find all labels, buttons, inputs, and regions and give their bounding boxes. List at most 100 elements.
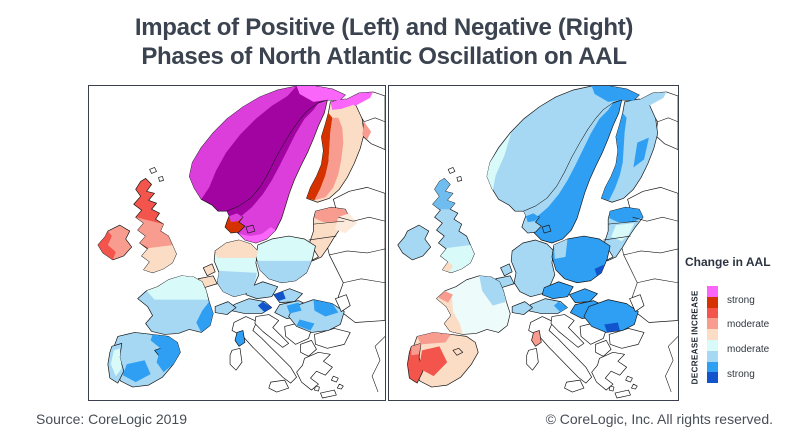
right-patch-ukSW (442, 261, 454, 272)
right-region-bulgaria (608, 328, 645, 349)
legend-label-strong-increase: strong (727, 295, 755, 306)
left-patch-romaniaNE (313, 299, 339, 317)
left-region-netherlands (202, 263, 216, 277)
left-region-switzerland (214, 301, 237, 315)
legend-body: INCREASE DECREASE strong moderate modera… (685, 286, 805, 386)
left-patch-polandSouth (256, 260, 312, 283)
map-panel-positive-phase (88, 85, 386, 401)
left-region-corsica (234, 330, 246, 347)
chart-title-line1: Impact of Positive (Left) and Negative (… (134, 14, 634, 41)
right-border-line-0 (608, 220, 639, 225)
left-patch-russiaNPink (345, 91, 374, 106)
right-patch-norwayTop (591, 86, 640, 102)
right-patch-finlandWest (601, 112, 627, 201)
left-border-line-6 (371, 336, 385, 393)
right-patch-estonia (609, 207, 644, 223)
left-region-sardinia (229, 347, 243, 371)
left-patch-finlandMid (314, 117, 344, 201)
right-border-line-1 (603, 235, 631, 241)
legend-swatch-6 (707, 350, 718, 362)
left-region-albania (300, 340, 317, 357)
right-region-italy (528, 316, 593, 384)
right-border-line-4 (637, 278, 678, 284)
left-patch-ukSouth (141, 244, 177, 273)
right-patch-swedenWest (523, 102, 614, 223)
legend-swatch-7 (707, 361, 718, 373)
right-region-slovakia (569, 288, 598, 303)
left-patch-spainSouth (122, 360, 151, 383)
right-patch-franceBrittany (438, 290, 454, 303)
chart-title: Impact of Positive (Left) and Negative (… (78, 13, 690, 71)
right-region-shetland (447, 167, 463, 182)
left-region-crete (320, 389, 337, 399)
right-patch-ukScotland (432, 178, 455, 210)
legend-swatch-8 (707, 372, 718, 384)
left-patch-franceSE (196, 301, 214, 333)
right-border-line-2 (632, 216, 678, 222)
right-region-denmark2 (541, 224, 552, 234)
left-patch-finlandTop (330, 98, 354, 110)
right-patch-franceWest (436, 290, 463, 335)
right-patch-romaniaSdark (604, 322, 620, 333)
left-patch-norwayTop (296, 86, 346, 102)
left-region-greece (296, 351, 333, 391)
legend-swatch-0 (707, 286, 718, 297)
left-patch-swedenSouth (238, 227, 276, 243)
right-patch-spainNorthSalmon (417, 332, 452, 345)
right-border-line-6 (665, 336, 678, 393)
legend-swatch-3 (707, 318, 718, 330)
legend-swatch-5 (707, 339, 718, 351)
right-region-sloveniaCroatia (550, 314, 585, 348)
right-patch-finlandEast (633, 137, 649, 168)
right-region-czech (541, 281, 574, 299)
left-region-sloveniaCroatia (254, 314, 289, 348)
left-patch-russiaNSalmon (361, 121, 372, 140)
left-patch-finlandWest (306, 112, 333, 201)
legend-swatch-4 (707, 329, 718, 340)
right-region-ireland (397, 224, 432, 261)
legend-decrease-axis-label: DECREASE (690, 336, 700, 385)
right-europe-map (397, 86, 678, 399)
right-region-netherlands (500, 263, 513, 277)
right-region-albania (595, 340, 612, 357)
left-patch-spainEast (150, 334, 181, 373)
right-region-switzerland (511, 301, 533, 315)
left-patch-hungaryDot (286, 302, 302, 314)
left-region-denmark2 (245, 224, 256, 234)
legend-increase-axis-label: INCREASE (690, 290, 700, 335)
left-patch-portugalStrip (110, 348, 122, 377)
left-region-moldova (334, 294, 351, 312)
right-region-greece (591, 351, 627, 391)
left-patch-germanyBottom (217, 270, 257, 297)
left-patch-romaniaS (296, 319, 315, 331)
right-region-greekIslands (608, 375, 638, 392)
left-patch-ukMid (135, 217, 173, 248)
left-region-czech (245, 281, 279, 299)
legend: Change in AAL INCREASE DECREASE strong m… (685, 255, 805, 400)
left-border-line-1 (308, 235, 337, 241)
right-region-sardinia (526, 347, 539, 371)
left-border-line-2 (338, 216, 385, 222)
right-patch-polandWest (553, 239, 568, 259)
legend-label-strong-decrease: strong (727, 369, 755, 380)
right-patch-norwaySW (486, 132, 512, 191)
source-note: Source: CoreLogic 2019 (36, 411, 187, 427)
right-border-line-5 (657, 117, 678, 123)
left-patch-germanyTop (215, 240, 258, 258)
right-patch-spainCenterRed (419, 346, 448, 377)
left-patch-russiaEPeach (334, 213, 358, 234)
right-region-sicily (564, 379, 585, 393)
copyright-note: © CoreLogic, Inc. All rights reserved. (545, 411, 773, 427)
right-region-corsica (531, 330, 542, 347)
right-patch-denmarkPatch (525, 213, 540, 223)
right-patch-franceNE (479, 275, 507, 306)
left-region-shetland (149, 167, 164, 182)
left-patch-swedenWest (227, 102, 319, 223)
left-europe-map (97, 86, 385, 399)
left-border-line-3 (329, 248, 385, 256)
legend-swatch-1 (707, 296, 718, 308)
legend-label-moderate-decrease: moderate (727, 344, 770, 355)
left-border-line-0 (313, 220, 345, 225)
left-region-greekIslands (314, 375, 344, 392)
right-patch-latviaPale (611, 223, 635, 242)
